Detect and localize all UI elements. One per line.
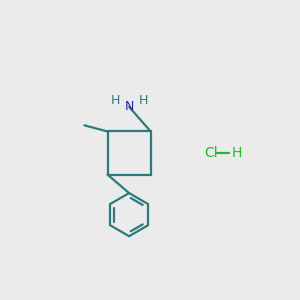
Text: H: H [232, 146, 242, 160]
Text: N: N [124, 100, 134, 113]
Text: Cl: Cl [204, 146, 218, 160]
Text: H: H [111, 94, 120, 107]
Text: H: H [138, 94, 148, 107]
